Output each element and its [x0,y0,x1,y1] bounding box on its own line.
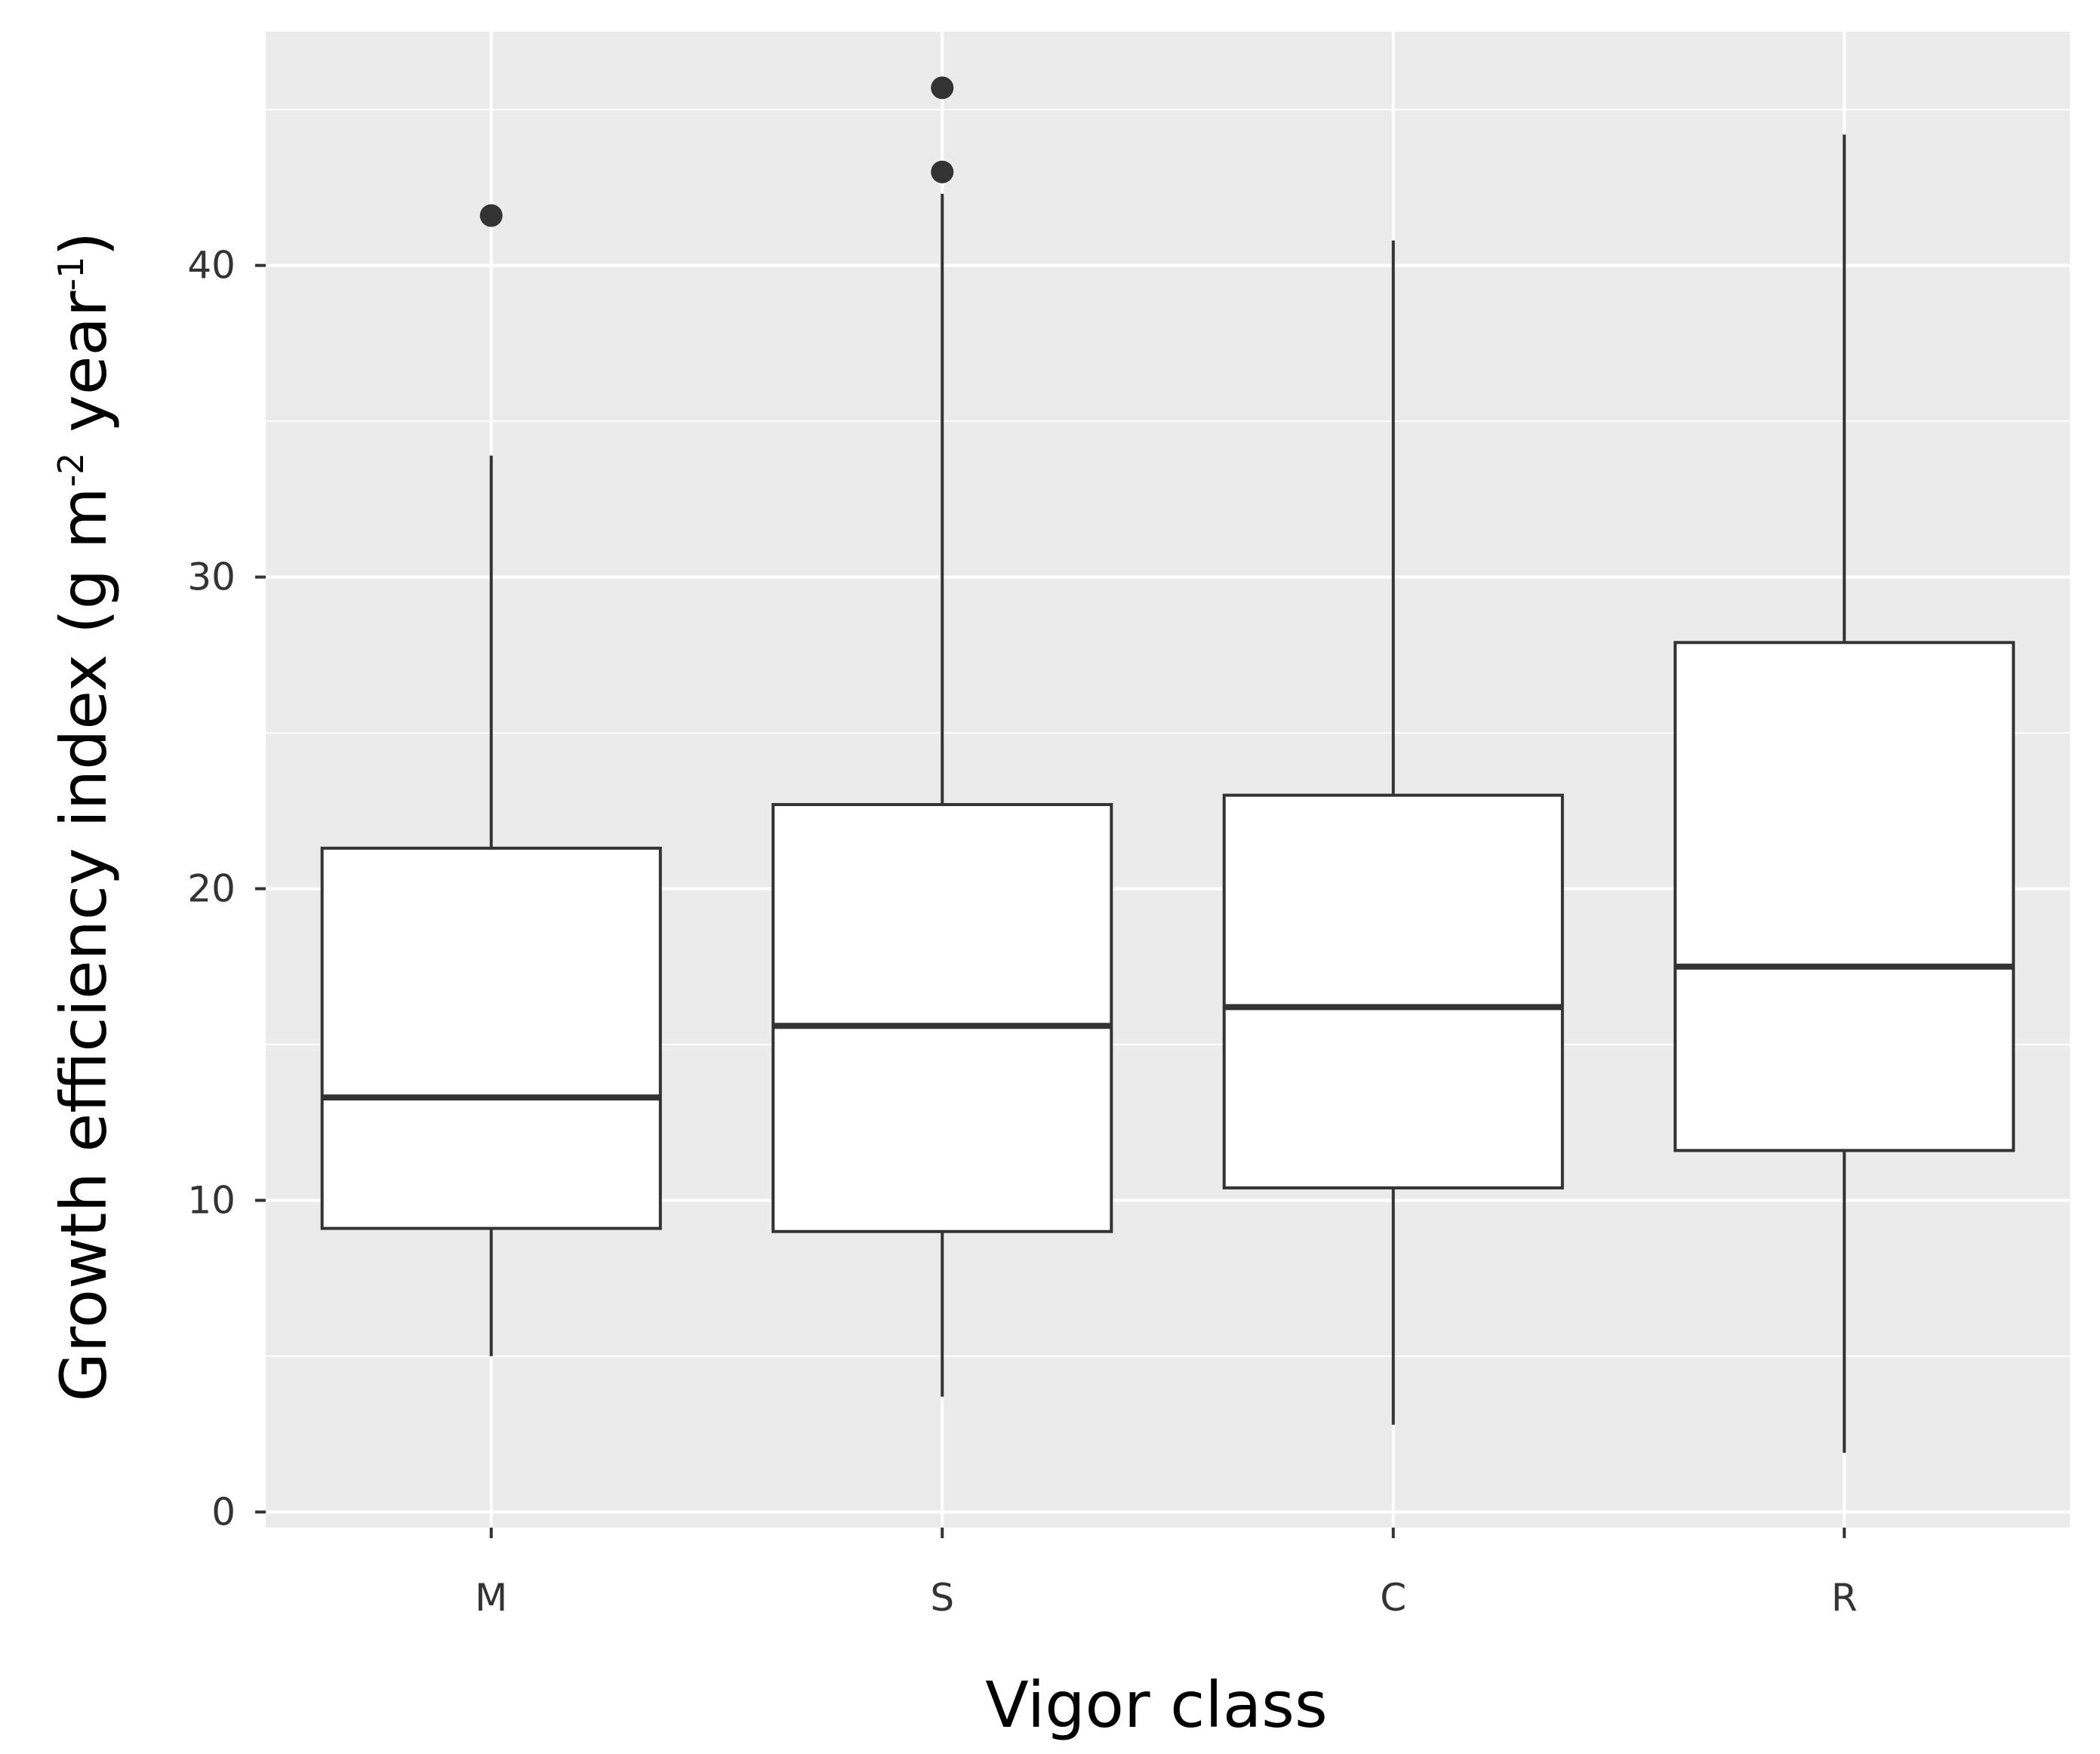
y-axis-title-year: year [47,291,121,453]
box-iqr [1222,793,1564,1189]
y-tick-label: 30 [187,555,236,599]
x-tick-label: R [1831,1576,1858,1620]
outlier-point [479,204,503,227]
y-tick-label: 10 [187,1178,236,1222]
x-tick-label: S [930,1576,954,1620]
y-axis-title-main: Growth efficiency index (g m [47,487,121,1402]
y-tick-label: 0 [211,1490,236,1534]
x-tick-label: C [1380,1576,1406,1620]
boxplot-M [320,204,662,1356]
boxplot-C [1222,240,1564,1425]
y-axis-title-sup2: -1 [51,257,91,291]
x-axis-title: Vigor class [985,1668,1327,1742]
boxplot-S [771,76,1113,1397]
box-iqr [1674,641,2015,1152]
outlier-point [931,160,954,183]
y-tick-labels: 0 10 20 30 40 [187,244,236,1534]
y-axis-title: Growth efficiency index (g m-2 year-1) [47,232,121,1402]
axis-ticks [255,263,1846,1538]
y-tick-label: 40 [187,244,236,288]
y-axis-title-close: ) [47,232,121,257]
box-iqr [320,846,662,1230]
boxplots [320,76,2015,1453]
y-axis-title-sup1: -2 [51,453,91,488]
x-tick-label: M [475,1576,507,1620]
y-tick-label: 20 [187,867,236,911]
box-iqr [771,803,1113,1233]
outlier-point [931,76,954,100]
boxplot-R [1674,134,2015,1453]
